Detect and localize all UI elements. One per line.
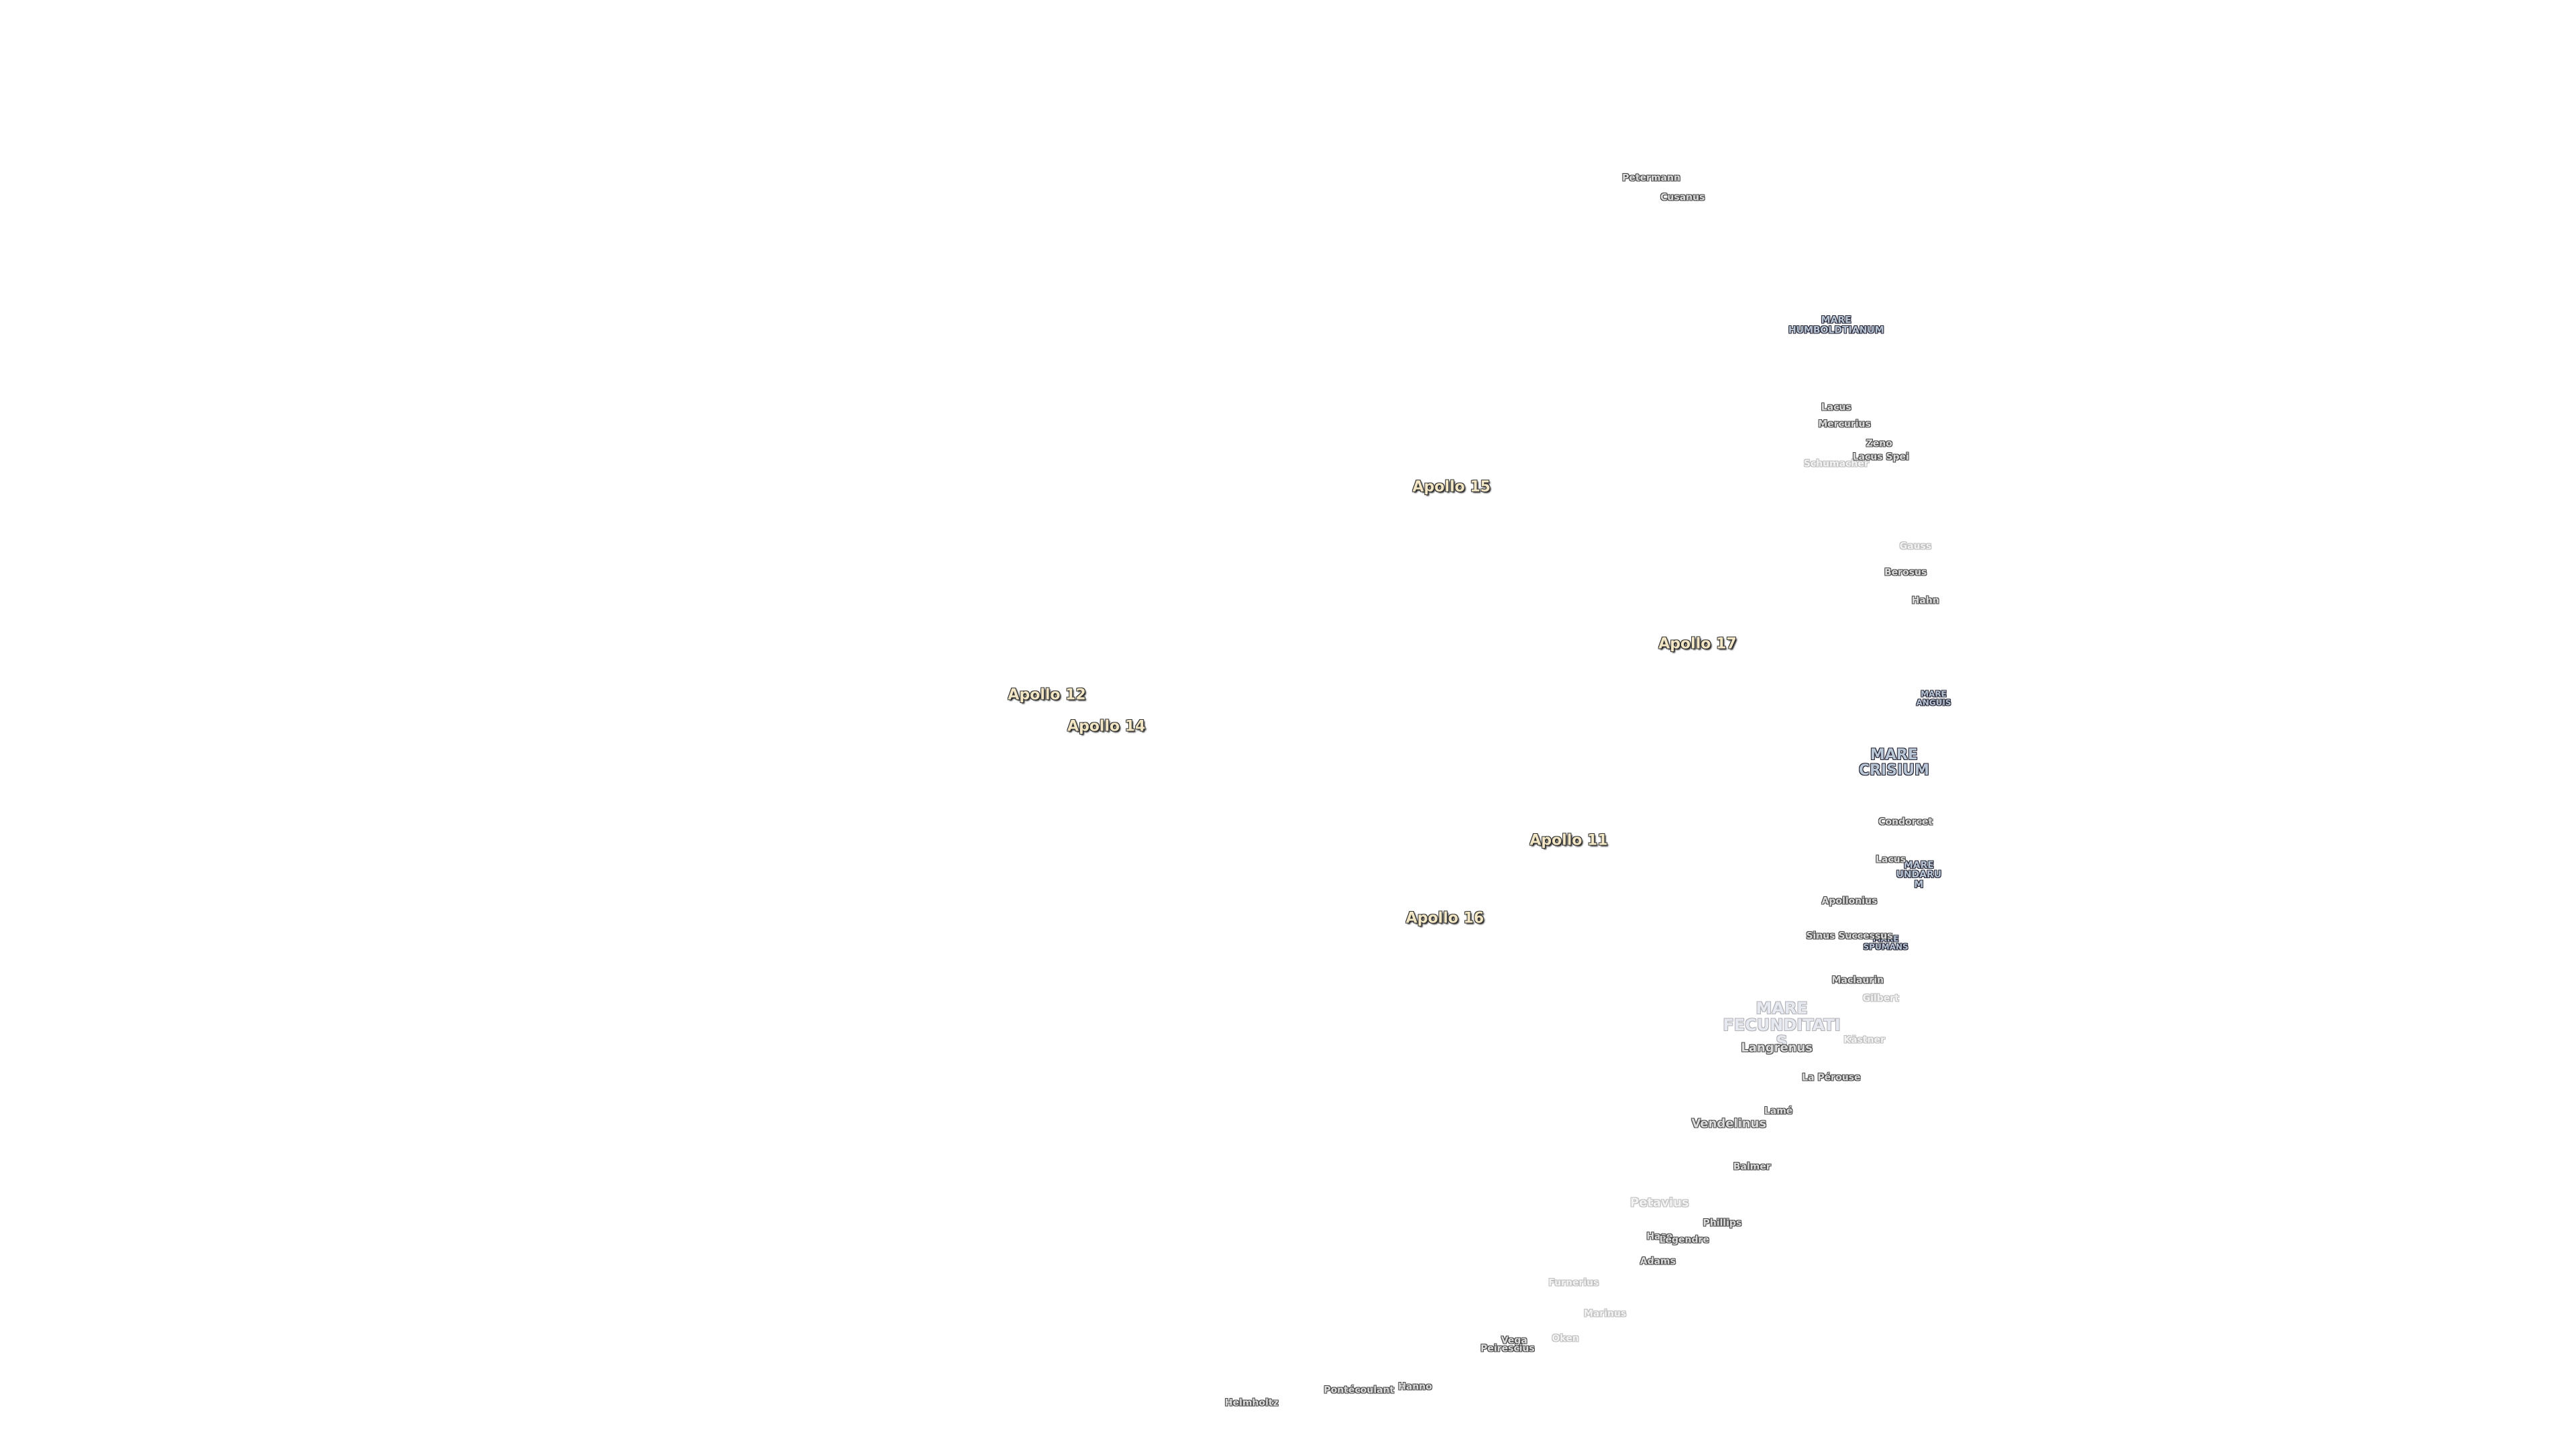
feat-label: Helmholtz [1224, 1397, 1279, 1409]
feat-label: Schumacher [1803, 458, 1869, 470]
feat-label: Oken [1552, 1333, 1579, 1344]
feat-label: Marinus [1583, 1309, 1627, 1320]
mare-label: MARE SPUMANS [1863, 933, 1909, 952]
mare-label: MARE UNDARUM [1896, 859, 1942, 890]
feat-label: Lacus Spei [1852, 451, 1909, 463]
apollo-label: Apollo 14 [1067, 718, 1146, 735]
feat-label: Gauss [1899, 541, 1932, 552]
feat-label: La Pérouse [1802, 1073, 1861, 1084]
feat-label: Sinus Successus [1806, 930, 1893, 942]
apollo-label: Apollo 15 [1412, 478, 1491, 496]
feat-label: Phillips [1703, 1218, 1742, 1229]
feat-label: Petermann [1622, 172, 1680, 184]
feat-label: Vendelinus [1691, 1116, 1767, 1131]
feat-label: Lacus [1875, 855, 1906, 866]
feat-label: Furnerius [1548, 1277, 1599, 1289]
mare-label: MARE FECUNDITATIS [1723, 998, 1841, 1052]
feat-label: Mercurius [1818, 419, 1871, 430]
feat-label: Lamé [1764, 1106, 1793, 1117]
apollo-label: Apollo 11 [1529, 832, 1608, 849]
feat-label: Hahn [1911, 595, 1939, 606]
apollo-label: Apollo 17 [1658, 635, 1737, 653]
feat-label: Condorcet [1878, 816, 1933, 828]
apollo-label: Apollo 16 [1405, 910, 1485, 927]
feat-label: Langrenus [1741, 1040, 1813, 1055]
feat-label: Petavius [1630, 1196, 1689, 1211]
feat-label: Peirescius [1481, 1343, 1535, 1354]
apollo-label: Apollo 12 [1008, 686, 1086, 704]
feat-label: Maclaurin [1831, 975, 1884, 986]
feat-label: Zeno [1866, 438, 1892, 449]
feat-label: Apollonius [1821, 896, 1878, 907]
feat-label: Balmer [1733, 1161, 1771, 1173]
feat-label: Lacus [1821, 402, 1851, 413]
feat-label: Hanno [1398, 1381, 1432, 1393]
feat-label: Cusanus [1660, 193, 1705, 204]
mare-label: MARE ANGUIS [1916, 689, 1951, 708]
feat-label: Vega [1501, 1335, 1527, 1346]
mare-label: MARE HUMBOLDTIANUM [1788, 315, 1884, 335]
feat-label: Pontécoulant [1324, 1385, 1395, 1396]
feat-label: Gilbert [1862, 993, 1899, 1004]
feat-label: Berosus [1884, 567, 1927, 578]
feat-label: Legendre [1659, 1234, 1709, 1246]
mare-label: MARE CRISIUM [1858, 747, 1929, 780]
feat-label: Kästner [1843, 1034, 1885, 1046]
feat-label: Hase [1646, 1231, 1673, 1242]
feat-label: Adams [1640, 1256, 1676, 1267]
